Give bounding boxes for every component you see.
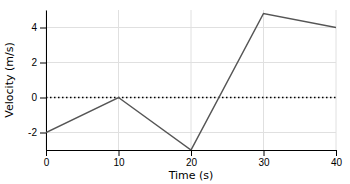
x-tick-label: 0 — [44, 157, 50, 168]
grid-line-x — [118, 10, 119, 150]
x-tick-mark — [119, 150, 120, 156]
y-tick: 4 — [31, 22, 46, 33]
y-tick-mark — [40, 133, 46, 134]
x-tick: 0 — [44, 150, 50, 168]
y-axis: -2 0 2 4 — [28, 11, 46, 151]
x-tick: 30 — [258, 150, 270, 168]
y-tick-mark — [40, 63, 46, 64]
x-tick-mark — [46, 150, 47, 156]
y-tick-mark — [40, 28, 46, 29]
grid — [46, 10, 336, 150]
reference-line — [46, 97, 336, 99]
y-axis-line — [46, 11, 47, 151]
y-axis-title: Velocity (m/s) — [3, 42, 16, 117]
y-tick-mark — [40, 98, 46, 99]
y-tick: 0 — [31, 92, 46, 103]
grid-line-x — [191, 10, 192, 150]
y-tick: 2 — [31, 57, 46, 68]
grid-line-y — [46, 62, 336, 63]
chart: 0 10 20 30 40 -2 0 2 4 Time (s) Velocity (m/s) — [0, 0, 350, 184]
grid-line-y — [46, 97, 336, 98]
x-tick-label: 40 — [331, 157, 343, 168]
y-tick: -2 — [28, 127, 46, 138]
y-tick-label: 0 — [31, 92, 37, 103]
x-tick-mark — [336, 150, 337, 156]
x-tick-mark — [191, 150, 192, 156]
grid-line-y — [46, 132, 336, 133]
grid-line-x — [46, 10, 47, 150]
grid-line-x — [336, 10, 337, 150]
x-axis: 0 10 20 30 40 — [44, 150, 343, 168]
x-tick-label: 20 — [186, 157, 198, 168]
grid-line-x — [263, 10, 264, 150]
plot: 0 10 20 30 40 -2 0 2 4 Time (s) Velocity (m/s) — [3, 10, 342, 182]
x-tick: 40 — [331, 150, 343, 168]
x-tick: 20 — [186, 150, 198, 168]
y-tick-label: 2 — [31, 57, 37, 68]
x-tick-mark — [264, 150, 265, 156]
marks — [46, 14, 336, 151]
line — [46, 14, 336, 151]
x-tick-label: 30 — [258, 157, 270, 168]
y-tick-label: 4 — [31, 22, 37, 33]
x-axis-title: Time (s) — [168, 169, 214, 182]
x-tick: 10 — [113, 150, 125, 168]
x-tick-label: 10 — [113, 157, 125, 168]
grid-line-y — [46, 27, 336, 28]
y-tick-label: -2 — [28, 127, 37, 138]
